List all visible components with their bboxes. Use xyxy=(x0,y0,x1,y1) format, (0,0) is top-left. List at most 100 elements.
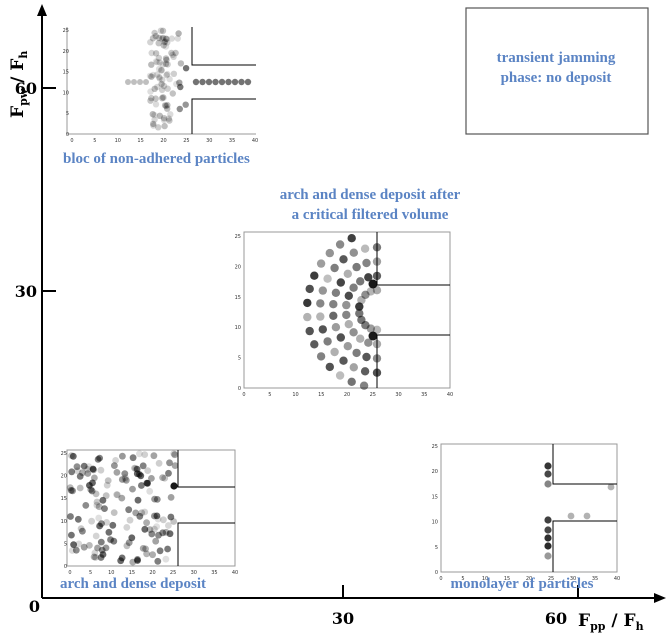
particle xyxy=(148,49,155,57)
particle xyxy=(355,302,364,311)
inset-y-tick-label: 5 xyxy=(435,545,438,551)
particle xyxy=(151,85,158,93)
particle xyxy=(148,530,156,538)
particle xyxy=(118,554,126,562)
particle xyxy=(148,73,155,80)
particle xyxy=(343,342,352,351)
particle xyxy=(163,35,170,42)
particle xyxy=(98,520,105,527)
particle xyxy=(155,54,163,62)
particle xyxy=(544,552,552,560)
particle xyxy=(161,38,168,46)
x-axis-arrow xyxy=(654,593,666,603)
particle xyxy=(102,544,110,552)
particle xyxy=(136,450,143,458)
particle xyxy=(368,331,378,341)
particle xyxy=(121,470,129,477)
particle xyxy=(372,286,382,295)
particle xyxy=(310,340,319,349)
particle xyxy=(305,326,314,336)
particle xyxy=(368,279,378,289)
particle xyxy=(544,470,552,478)
particle xyxy=(142,545,150,553)
particle xyxy=(335,240,345,249)
particle xyxy=(357,315,366,325)
particle xyxy=(175,30,182,37)
caption-monolayer: monolayer of particles xyxy=(450,576,593,592)
particle xyxy=(75,540,83,548)
particle xyxy=(79,527,86,535)
inset-x-tick-label: 15 xyxy=(504,576,510,582)
inset-x-tick-label: 15 xyxy=(137,138,143,144)
particle xyxy=(129,454,137,462)
particle xyxy=(94,544,101,552)
particle xyxy=(372,339,382,349)
particle xyxy=(156,73,163,81)
particle xyxy=(97,554,105,561)
particle xyxy=(356,277,365,286)
particle xyxy=(153,58,161,66)
inset-x-tick-label: 10 xyxy=(292,392,298,398)
particle xyxy=(165,115,173,122)
particle xyxy=(68,531,75,539)
origin-label: 0 xyxy=(29,597,40,616)
inset-x-tick-label: 10 xyxy=(108,570,114,576)
caption-arch-dense: arch and dense deposit xyxy=(60,576,206,592)
particle xyxy=(163,71,170,79)
particle xyxy=(69,452,77,460)
particle xyxy=(244,78,252,86)
particle xyxy=(177,60,185,67)
inset-top-left-xticks: 0 5 10 15 20 25 30 35 40 xyxy=(70,138,258,144)
particle xyxy=(76,484,84,492)
particle xyxy=(342,300,351,310)
particle xyxy=(107,536,114,543)
particle xyxy=(349,363,358,372)
particle xyxy=(147,39,154,46)
particle xyxy=(103,519,110,526)
particle xyxy=(87,486,95,493)
inset-x-tick-label: 10 xyxy=(482,576,488,582)
particle xyxy=(347,377,356,386)
particle xyxy=(101,505,108,512)
particle xyxy=(355,309,364,318)
inset-x-tick-label: 30 xyxy=(395,392,401,398)
particle xyxy=(143,79,149,85)
inset-x-tick-label: 35 xyxy=(421,392,427,398)
particle xyxy=(118,476,126,483)
inset-x-tick-label: 20 xyxy=(149,570,155,576)
inset-top-left-particles xyxy=(125,27,252,131)
particle xyxy=(330,263,339,273)
particle xyxy=(164,70,171,78)
particle xyxy=(143,550,151,558)
particle xyxy=(144,467,152,474)
particle xyxy=(316,312,325,321)
particle xyxy=(149,551,157,559)
particle xyxy=(160,42,167,49)
particle xyxy=(182,101,189,108)
inset-bottom-right-particles xyxy=(544,462,615,560)
particle xyxy=(123,524,131,531)
particle xyxy=(174,35,181,42)
particle xyxy=(104,477,112,484)
particle xyxy=(323,337,332,346)
inset-x-tick-label: 5 xyxy=(461,576,464,582)
particle xyxy=(89,479,96,487)
particle xyxy=(362,352,371,362)
particle xyxy=(164,85,171,92)
particle xyxy=(155,65,163,73)
particle xyxy=(159,34,167,42)
particle xyxy=(129,558,137,566)
inset-y-tick-label: 0 xyxy=(238,386,241,392)
particle xyxy=(137,79,143,85)
particle xyxy=(70,541,77,548)
inset-y-tick-label: 15 xyxy=(235,295,241,301)
particle xyxy=(167,111,174,118)
particle xyxy=(90,466,97,474)
particle xyxy=(352,262,361,272)
particle xyxy=(323,274,332,283)
particle xyxy=(331,323,341,332)
inset-y-tick-label: 15 xyxy=(432,494,438,500)
particle xyxy=(163,102,170,110)
particle xyxy=(170,70,178,78)
particle xyxy=(366,287,375,296)
